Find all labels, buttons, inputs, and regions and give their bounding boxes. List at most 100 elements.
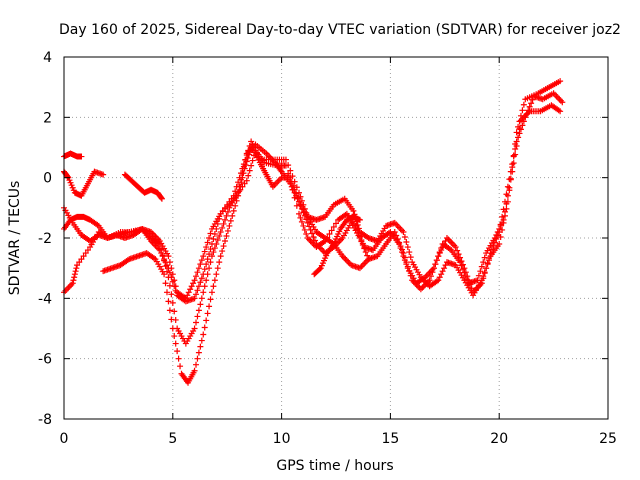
y-tick-label: 0: [43, 171, 52, 187]
data-point: [298, 213, 300, 215]
data-point: [102, 174, 104, 176]
data-point: [150, 231, 152, 233]
chart-title: Day 160 of 2025, Sidereal Day-to-day VTE…: [59, 22, 621, 38]
data-point: [315, 243, 318, 245]
data-point: [193, 370, 196, 372]
data-point: [244, 168, 246, 170]
data-point: [402, 252, 405, 254]
series-track-8: [311, 213, 363, 278]
data-point: [185, 342, 187, 345]
data-point: [359, 267, 361, 269]
data-point: [333, 204, 335, 206]
data-point: [89, 240, 91, 242]
data-point: [520, 119, 522, 121]
data-point: [344, 198, 346, 200]
data-point: [274, 161, 276, 164]
y-tick-label: 4: [43, 50, 52, 66]
data-point: [228, 225, 230, 227]
data-point: [146, 252, 148, 254]
x-tick-label: 25: [599, 431, 617, 447]
data-point: [202, 333, 204, 336]
data-point: [446, 261, 448, 263]
data-point: [368, 258, 370, 260]
data-point: [111, 267, 113, 269]
data-point: [289, 177, 291, 179]
data-point: [472, 291, 474, 293]
data-point: [402, 231, 405, 233]
x-tick-label: 0: [60, 431, 69, 447]
data-point: [359, 219, 361, 221]
data-point: [180, 373, 183, 375]
data-point: [254, 143, 257, 146]
data-point: [298, 201, 300, 203]
x-tick-label: 20: [490, 431, 508, 447]
data-point: [385, 225, 387, 227]
data-point: [228, 207, 230, 209]
data-point: [381, 237, 383, 239]
data-point: [446, 237, 448, 239]
data-point: [539, 110, 542, 112]
data-point: [352, 210, 355, 212]
data-point: [350, 264, 352, 266]
data-point: [220, 231, 222, 233]
y-tick-label: -6: [38, 352, 52, 368]
data-point: [80, 195, 83, 197]
data-point: [143, 192, 146, 194]
x-tick-label: 15: [381, 431, 399, 447]
data-point: [285, 165, 287, 167]
data-point: [455, 246, 457, 248]
data-point: [481, 282, 483, 284]
data-point: [80, 155, 83, 158]
data-point: [411, 261, 413, 263]
data-point: [420, 288, 422, 290]
data-point: [315, 231, 318, 233]
data-point: [128, 231, 130, 233]
data-point: [307, 216, 309, 218]
data-point: [124, 237, 126, 239]
data-point: [76, 155, 78, 158]
data-point: [250, 140, 252, 143]
data-point: [307, 237, 309, 239]
data-point: [98, 225, 100, 227]
data-point: [476, 279, 479, 281]
data-point: [341, 237, 344, 239]
data-point: [69, 152, 72, 155]
data-point: [161, 198, 163, 200]
x-tick-label: 5: [168, 431, 177, 447]
data-point: [93, 171, 96, 173]
data-point: [350, 222, 352, 224]
data-point: [424, 276, 426, 278]
data-point: [167, 255, 170, 257]
data-point: [128, 258, 130, 260]
data-point: [463, 267, 465, 269]
data-point: [561, 101, 563, 103]
data-point: [516, 140, 518, 143]
y-axis-label: SDTVAR / TECUs: [7, 181, 23, 296]
data-point: [428, 285, 431, 287]
data-point: [307, 222, 309, 224]
data-point: [553, 92, 555, 94]
data-point: [187, 382, 189, 384]
data-point: [176, 327, 178, 330]
data-point: [455, 264, 457, 266]
data-point: [69, 219, 72, 221]
data-point: [133, 234, 135, 236]
data-point: [346, 219, 348, 221]
x-axis-label: GPS time / hours: [276, 458, 393, 474]
y-tick-label: 2: [43, 110, 52, 126]
data-point: [202, 291, 204, 293]
data-point: [394, 231, 396, 233]
data-point: [324, 216, 326, 218]
data-point: [124, 174, 126, 176]
data-point: [176, 291, 178, 293]
data-point: [326, 252, 328, 254]
data-point: [485, 252, 487, 254]
data-point: [428, 279, 431, 281]
data-point: [489, 252, 492, 254]
data-point: [385, 243, 387, 245]
data-point: [533, 95, 535, 97]
data-point: [76, 264, 78, 266]
data-point: [130, 180, 133, 182]
data-point: [516, 131, 518, 134]
